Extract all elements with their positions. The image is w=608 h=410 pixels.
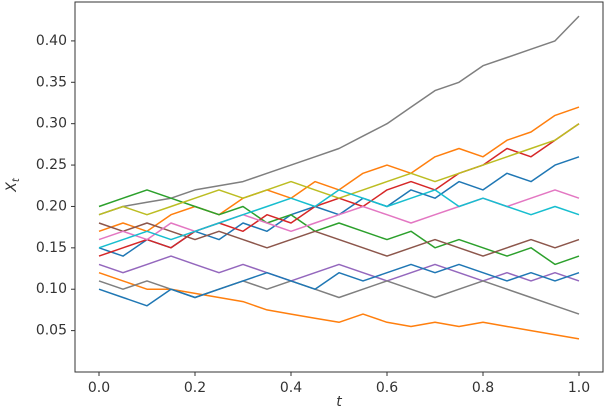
y-tick-label: 0.10 xyxy=(36,281,67,297)
y-tick-label: 0.25 xyxy=(36,157,67,173)
sample-path xyxy=(98,189,580,249)
x-tick-label: 0.0 xyxy=(88,380,110,396)
sample-path xyxy=(98,271,580,340)
x-tick-label: 0.8 xyxy=(472,380,494,396)
y-axis-label-main: X xyxy=(4,182,20,193)
x-tick-label: 0.6 xyxy=(376,380,398,396)
y-tick-label: 0.05 xyxy=(36,323,67,339)
x-tick-label: 1.0 xyxy=(568,380,590,396)
sample-path xyxy=(98,280,580,315)
y-tick-label: 0.15 xyxy=(36,240,67,256)
sample-path xyxy=(98,263,580,307)
sample-path xyxy=(98,255,580,282)
sample-path xyxy=(98,106,580,233)
sample-path xyxy=(98,222,580,257)
y-axis-label-sub: t xyxy=(11,177,22,182)
y-tick-label: 0.20 xyxy=(36,198,67,214)
axes-frame xyxy=(74,1,604,373)
sample-path xyxy=(98,15,580,216)
sample-path xyxy=(98,123,580,216)
sample-path xyxy=(98,189,580,266)
x-axis-label: t xyxy=(336,394,342,410)
y-tick-label: 0.35 xyxy=(36,74,67,90)
y-tick-label: 0.40 xyxy=(36,33,67,49)
y-axis-label: Xt xyxy=(4,177,22,193)
x-tick-label: 0.2 xyxy=(184,380,206,396)
y-tick-label: 0.30 xyxy=(36,116,67,132)
x-tick-label: 0.4 xyxy=(280,380,302,396)
